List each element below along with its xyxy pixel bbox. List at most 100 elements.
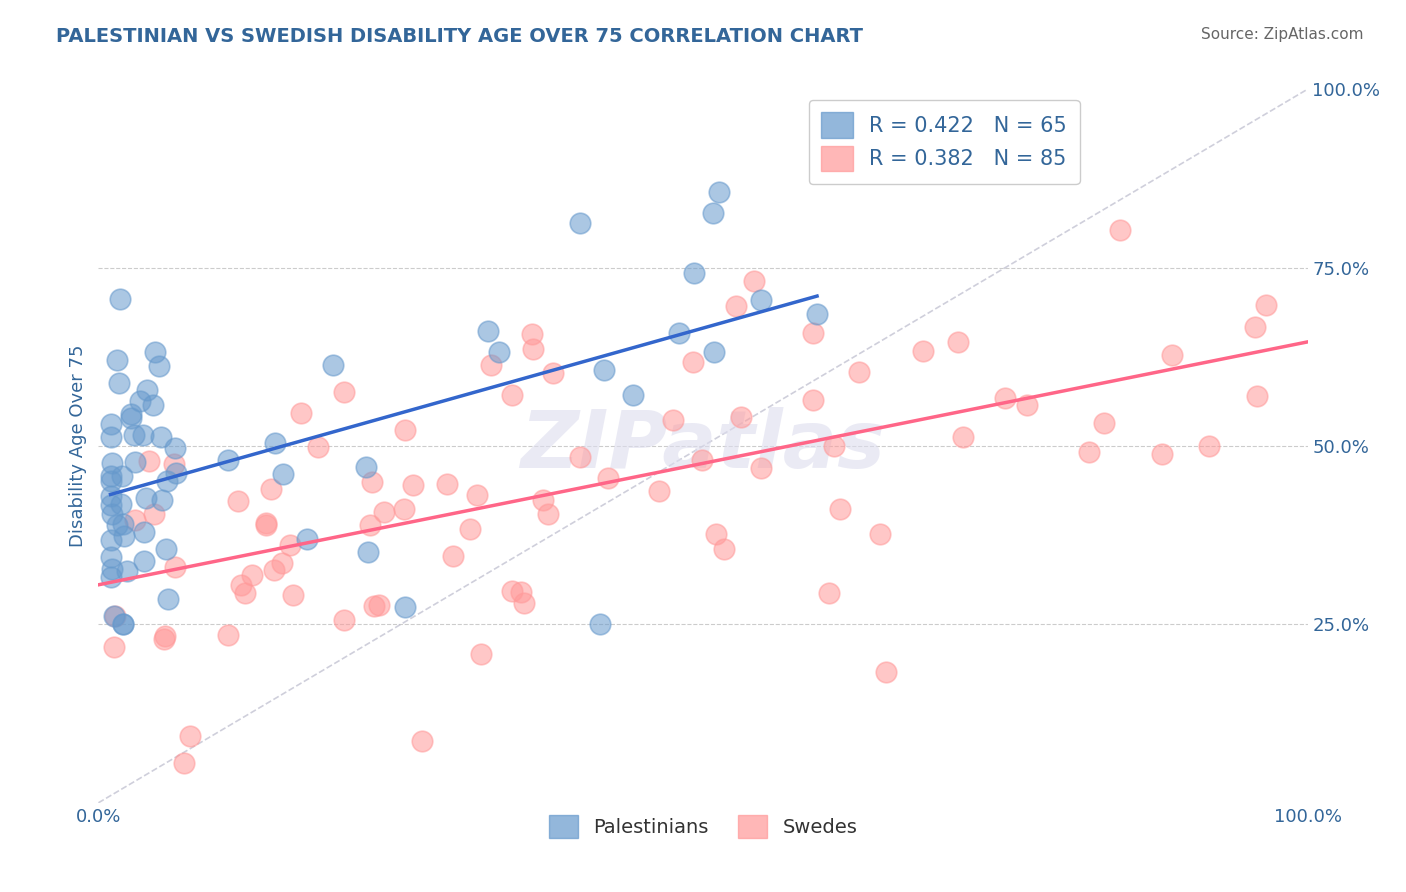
Point	[153, 632, 176, 647]
Point	[411, 734, 433, 748]
Point	[801, 392, 824, 407]
Point	[806, 307, 828, 321]
Point	[520, 327, 543, 342]
Point	[704, 527, 727, 541]
Point	[112, 528, 135, 542]
Point	[150, 493, 173, 508]
Point	[703, 344, 725, 359]
Point	[682, 355, 704, 369]
Point	[142, 507, 165, 521]
Point	[869, 527, 891, 541]
Point	[662, 412, 685, 426]
Point	[103, 609, 125, 624]
Point	[155, 542, 177, 557]
Point	[163, 441, 186, 455]
Point	[111, 468, 134, 483]
Point	[333, 385, 356, 400]
Point	[128, 394, 150, 409]
Point	[817, 586, 839, 600]
Point	[749, 293, 772, 308]
Point	[537, 507, 560, 521]
Point	[163, 560, 186, 574]
Point	[477, 324, 499, 338]
Point	[730, 409, 752, 424]
Point	[100, 549, 122, 564]
Point	[100, 417, 122, 431]
Point	[153, 629, 176, 643]
Point	[742, 274, 765, 288]
Point	[668, 326, 690, 340]
Point	[163, 457, 186, 471]
Point	[100, 469, 122, 483]
Point	[683, 266, 706, 280]
Point	[361, 475, 384, 490]
Text: PALESTINIAN VS SWEDISH DISABILITY AGE OVER 75 CORRELATION CHART: PALESTINIAN VS SWEDISH DISABILITY AGE OV…	[56, 27, 863, 45]
Point	[713, 541, 735, 556]
Point	[458, 522, 481, 536]
Point	[1198, 439, 1220, 453]
Point	[1015, 399, 1038, 413]
Point	[112, 617, 135, 632]
Point	[725, 299, 748, 313]
Point	[156, 475, 179, 489]
Point	[108, 376, 131, 390]
Point	[179, 730, 201, 744]
Point	[1109, 222, 1132, 236]
Point	[100, 430, 122, 444]
Point	[101, 457, 124, 471]
Point	[596, 471, 619, 485]
Point	[281, 588, 304, 602]
Point	[333, 613, 356, 627]
Point	[441, 549, 464, 564]
Point	[512, 596, 534, 610]
Point	[373, 505, 395, 519]
Point	[254, 518, 277, 533]
Point	[648, 483, 671, 498]
Point	[108, 292, 131, 306]
Point	[254, 516, 277, 530]
Point	[271, 467, 294, 481]
Point	[105, 518, 128, 533]
Point	[297, 532, 319, 546]
Point	[368, 599, 391, 613]
Point	[402, 478, 425, 492]
Point	[148, 359, 170, 373]
Point	[623, 388, 645, 402]
Point	[264, 436, 287, 450]
Legend: Palestinians, Swedes: Palestinians, Swedes	[537, 803, 869, 850]
Point	[132, 554, 155, 568]
Point	[307, 440, 329, 454]
Point	[1254, 298, 1277, 312]
Point	[912, 343, 935, 358]
Point	[226, 493, 249, 508]
Point	[392, 502, 415, 516]
Point	[111, 516, 134, 531]
Point	[470, 647, 492, 661]
Point	[122, 428, 145, 442]
Point	[1092, 416, 1115, 430]
Point	[101, 508, 124, 522]
Point	[1160, 348, 1182, 362]
Point	[531, 492, 554, 507]
Point	[280, 538, 302, 552]
Point	[589, 617, 612, 632]
Point	[115, 565, 138, 579]
Point	[702, 206, 724, 220]
Point	[543, 366, 565, 380]
Y-axis label: Disability Age Over 75: Disability Age Over 75	[69, 344, 87, 548]
Point	[124, 513, 146, 527]
Point	[690, 452, 713, 467]
Point	[173, 756, 195, 770]
Point	[156, 591, 179, 606]
Point	[1246, 389, 1268, 403]
Point	[875, 665, 897, 679]
Point	[165, 466, 187, 480]
Point	[100, 533, 122, 547]
Point	[233, 586, 256, 600]
Point	[359, 518, 381, 533]
Point	[952, 430, 974, 444]
Point	[120, 407, 142, 421]
Point	[465, 488, 488, 502]
Point	[132, 525, 155, 540]
Point	[593, 363, 616, 377]
